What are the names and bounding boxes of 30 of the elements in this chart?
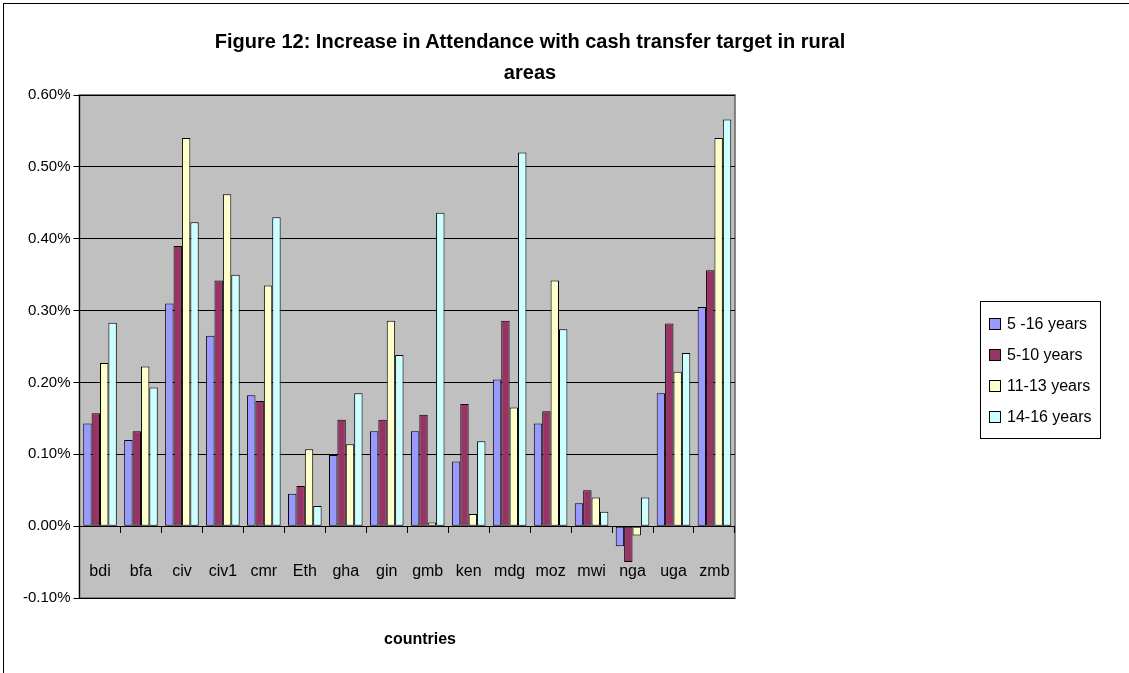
x-axis-title: countries (383, 630, 457, 648)
y-tick-label: 0.10% (27, 444, 71, 462)
legend-label: 11-13 years (1007, 376, 1091, 395)
x-tick-label: zmb (699, 562, 730, 580)
y-tick-label: 0.20% (27, 372, 71, 390)
x-tick-label: bdi (89, 562, 111, 580)
legend-label: 14-16 years (1007, 407, 1092, 426)
y-tick-label: 0.50% (27, 157, 71, 174)
chart-title: Figure 12: Increase in Attendance with cash transfer target in rural areas (213, 29, 847, 85)
x-tick-label: uga (660, 562, 687, 580)
x-tick-label: gin (376, 562, 398, 580)
x-tick-label: mdg (494, 562, 526, 580)
legend-label: 5 -16 years (1007, 314, 1088, 333)
x-tick-label: bfa (129, 562, 153, 580)
x-tick-label: civ (172, 562, 192, 580)
x-tick-label: nga (619, 562, 646, 580)
y-tick-label: 0.30% (27, 300, 71, 318)
x-tick-label: moz (535, 562, 566, 580)
x-tick-label: gha (332, 562, 360, 580)
legend-label: 5-10 years (1007, 345, 1083, 364)
y-tick-label: 0.40% (27, 228, 71, 246)
x-tick-label: mwi (577, 562, 606, 580)
y-tick-label: 0.00% (27, 516, 71, 534)
x-tick-label: cmr (250, 562, 278, 580)
x-tick-label: gmb (412, 562, 444, 580)
y-tick-label: -0.10% (23, 588, 71, 606)
x-tick-label: Eth (292, 562, 317, 580)
x-tick-label: ken (455, 562, 482, 580)
x-tick-label: civ1 (208, 562, 238, 580)
y-tick-label: 0.60% (27, 85, 71, 103)
